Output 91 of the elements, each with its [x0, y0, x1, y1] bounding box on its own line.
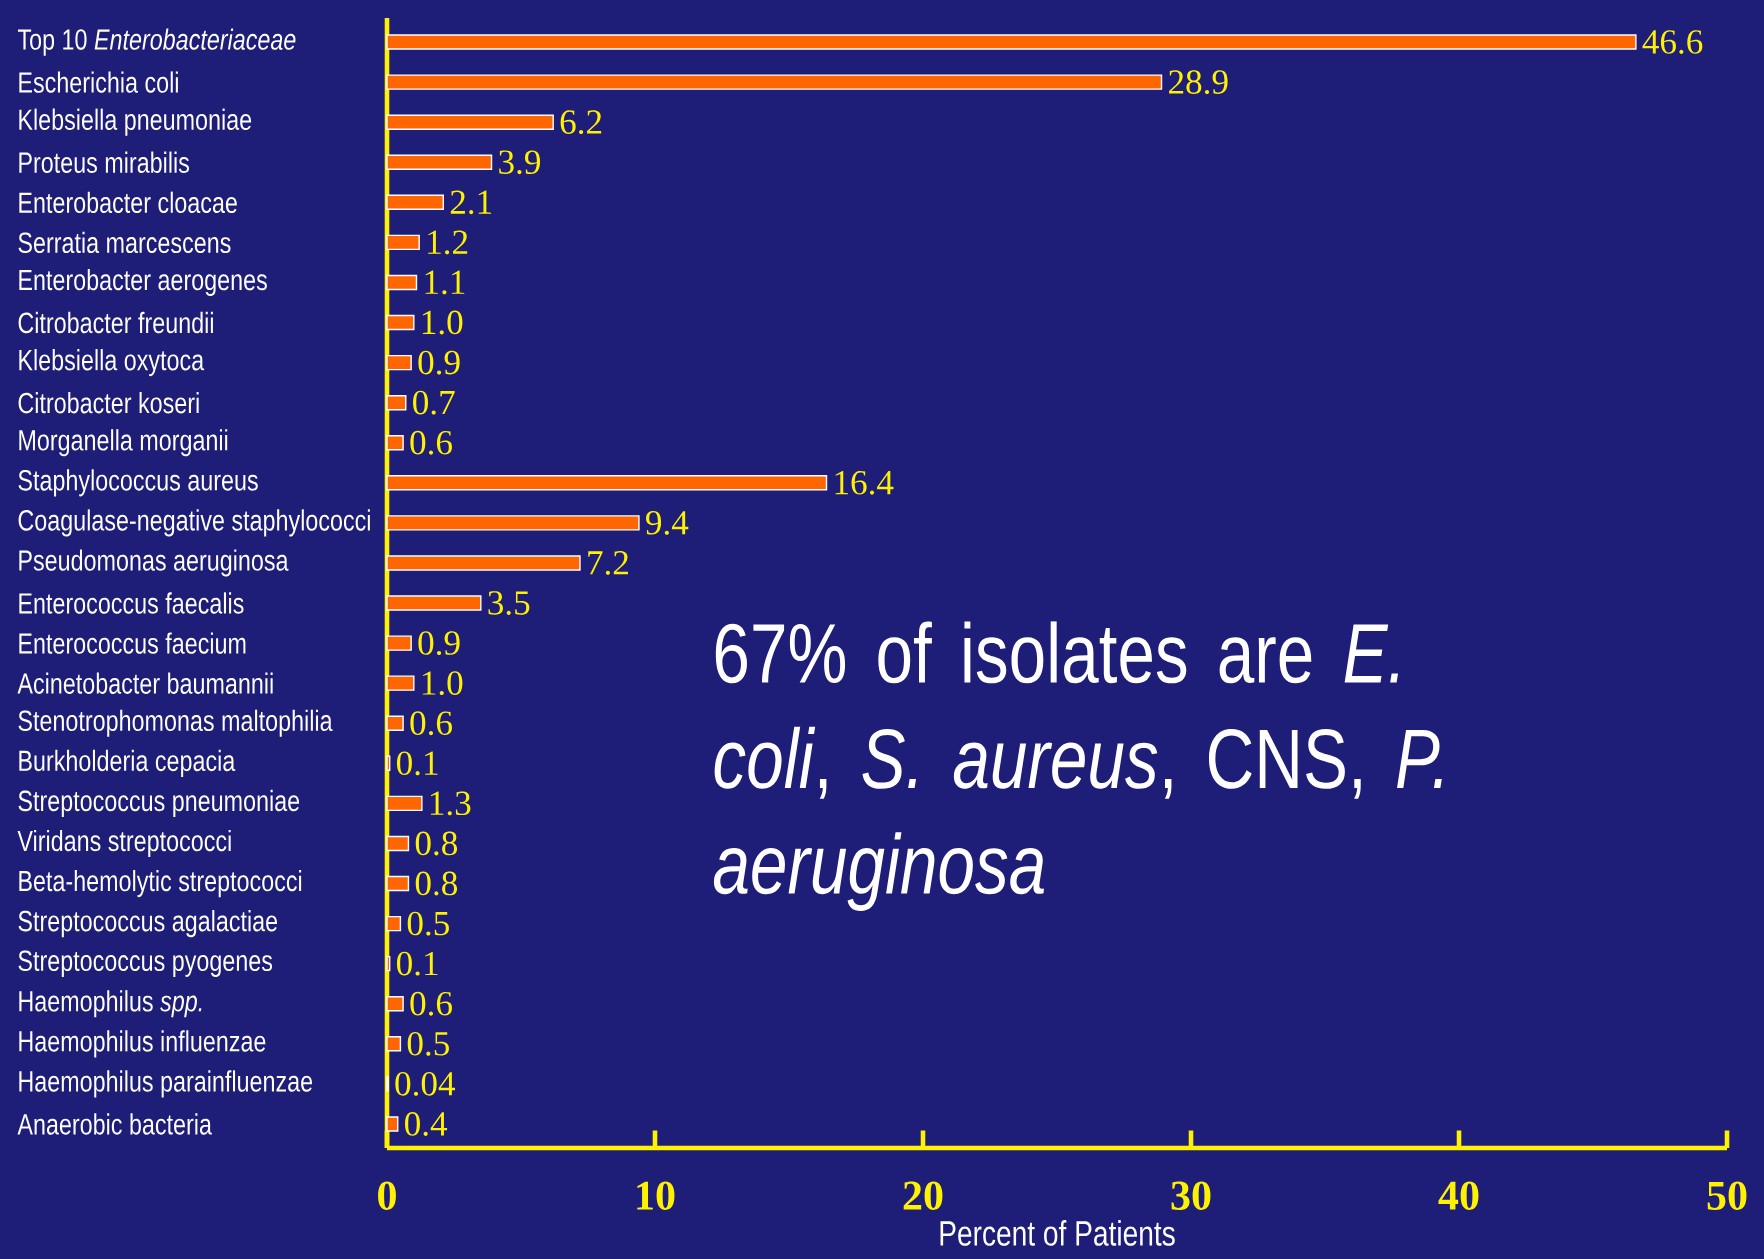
data-label: 0.6 [410, 430, 452, 455]
data-label: 0.1 [396, 751, 438, 776]
bar [386, 915, 402, 932]
bar [386, 34, 1637, 50]
data-label: 0.7 [413, 390, 455, 415]
bar [386, 835, 410, 852]
y-tick-label: Citrobacter freundii [18, 311, 213, 334]
y-tick-label: Morganella morganii [19, 429, 228, 457]
y-tick-label: Streptococcus pyogenes [18, 950, 273, 977]
data-label: 0.9 [418, 631, 460, 656]
x-tick-label: 20 [903, 1181, 943, 1210]
y-tick-label: Klebsiella pneumoniae [19, 108, 252, 136]
bar [386, 234, 420, 251]
x-tick-label: 0 [378, 1181, 396, 1210]
data-label: 0.9 [418, 350, 460, 375]
data-label: 28.9 [1169, 70, 1228, 95]
data-label: 0.1 [396, 951, 438, 976]
y-tick-label: Streptococcus pneumoniae [18, 789, 300, 817]
bar [386, 314, 415, 331]
x-tick-label: 50 [1707, 1181, 1747, 1210]
data-label: 1.0 [422, 671, 463, 696]
data-label: 0.8 [415, 831, 458, 856]
data-label: 3.9 [499, 150, 541, 175]
y-tick-label: Enterobacter cloacae [19, 191, 237, 214]
y-tick-label: Pseudomonas aeruginosa [19, 549, 289, 577]
bar [386, 635, 412, 651]
data-label: 7.2 [588, 551, 628, 575]
bar [386, 515, 640, 531]
data-label: 16.4 [835, 470, 894, 495]
data-label: 0.6 [410, 991, 452, 1016]
bar [386, 435, 404, 451]
data-label: 46.6 [1642, 30, 1703, 54]
bar [386, 555, 581, 571]
bar [386, 955, 391, 972]
y-tick-label: Escherichia coli [19, 71, 178, 93]
data-label: 0.8 [415, 871, 458, 896]
data-label: 1.2 [428, 230, 468, 255]
x-tick-label: 10 [637, 1181, 675, 1210]
data-label: 0.5 [407, 1031, 449, 1056]
x-tick-label: 30 [1171, 1181, 1211, 1210]
bar [386, 1116, 399, 1132]
bar [386, 74, 1163, 90]
data-label: 0.4 [405, 1112, 448, 1136]
y-tick-label: Stenotrophomonas maltophilia [18, 709, 333, 737]
data-label: 3.5 [488, 591, 530, 615]
data-label: 1.3 [430, 791, 471, 816]
bar [386, 1036, 402, 1052]
bar [386, 114, 554, 130]
y-tick-label: Beta-hemolytic streptococci [19, 869, 302, 898]
y-tick-label: Haemophilus spp. [19, 990, 202, 1018]
y-tick-label: Top 10 Enterobacteriaceae [17, 28, 296, 56]
bar [386, 154, 493, 170]
bar [386, 875, 410, 892]
y-tick-label: Haemophilus parainfluenzae [19, 1070, 313, 1098]
bar [386, 675, 415, 691]
data-label: 9.4 [646, 511, 689, 535]
bar [386, 996, 404, 1012]
y-tick-label: Enterococcus faecium [19, 632, 246, 654]
y-tick-label: Enterobacter aerogenes [19, 268, 267, 297]
y-tick-label: Coagulase-negative staphylococci [18, 509, 370, 537]
data-label: 0.5 [407, 911, 449, 936]
data-label: 2.1 [450, 190, 492, 215]
bar [386, 595, 482, 611]
data-label: 0.04 [395, 1071, 456, 1096]
bar [386, 755, 391, 772]
bar [386, 795, 423, 812]
bar [386, 274, 418, 291]
y-tick-label: Citrobacter koseri [18, 392, 199, 414]
bar [386, 715, 404, 731]
y-tick-label: Viridans streptococci [17, 829, 231, 858]
data-label: 6.2 [560, 110, 602, 135]
y-tick-label: Serratia marcescens [18, 231, 231, 254]
bar [386, 194, 444, 211]
y-tick-label: Haemophilus influenzae [19, 1030, 266, 1058]
y-tick-label: Staphylococcus aureus [18, 469, 258, 497]
y-tick-label: Burkholderia cepacia [19, 749, 236, 777]
y-tick-label: Klebsiella oxytoca [19, 349, 205, 377]
y-tick-label: Anaerobic bacteria [17, 1113, 212, 1135]
y-tick-label: Streptococcus agalactiae [18, 910, 278, 938]
data-label: 1.1 [425, 270, 465, 295]
bar [386, 475, 828, 491]
y-tick-label: Enterococcus faecalis [19, 592, 244, 614]
x-tick-label: 40 [1438, 1181, 1479, 1210]
text: 67% of isolates are E. coli, S. aureus, CNS, P. aeruginosa [713, 621, 1442, 911]
data-label: 0.6 [410, 711, 452, 736]
bar [386, 354, 412, 371]
x-axis-title: Percent of Patients [940, 1220, 1175, 1246]
data-label: 1.0 [422, 310, 463, 335]
bar [386, 394, 407, 411]
y-tick-label: Acinetobacter baumannii [17, 672, 273, 694]
y-tick-label: Proteus mirabilis [19, 151, 189, 173]
